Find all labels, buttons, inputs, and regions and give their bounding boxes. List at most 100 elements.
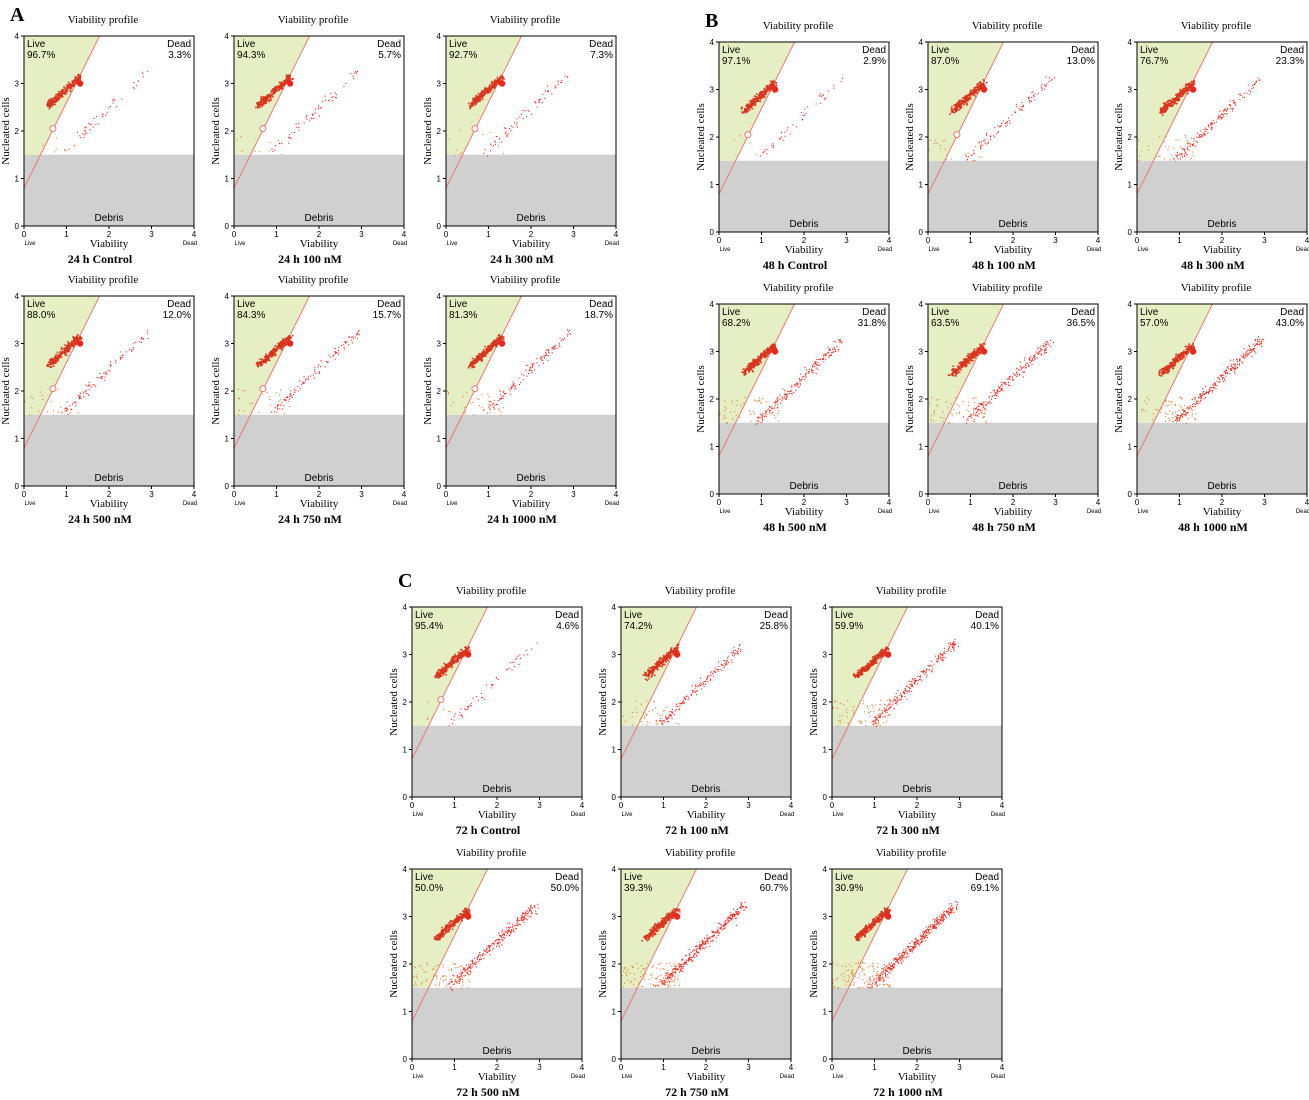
x-tick-label: 4 — [1096, 498, 1101, 507]
x-end-label-dead: Dead — [1087, 247, 1101, 253]
live-label: Live — [624, 872, 643, 883]
live-label: Live — [449, 299, 468, 310]
y-tick-label: 3 — [225, 340, 230, 349]
dead-label: Dead — [555, 610, 579, 621]
y-tick-label: 2 — [823, 960, 828, 969]
plot-caption: 48 h 100 nM — [904, 258, 1104, 273]
dead-percent: 4.6% — [556, 621, 579, 632]
live-label: Live — [722, 307, 741, 318]
live-label: Live — [931, 307, 950, 318]
gate-marker-filled — [981, 86, 987, 92]
gate-marker-filled — [1190, 348, 1196, 354]
y-tick-label: 4 — [225, 32, 230, 41]
dead-percent: 2.9% — [863, 56, 886, 67]
x-tick-label: 3 — [1262, 236, 1267, 245]
debris-label: Debris — [305, 473, 334, 484]
x-end-label-dead: Dead — [780, 812, 794, 818]
dead-percent: 43.0% — [1276, 318, 1304, 329]
plot-caption: 48 h 1000 nM — [1113, 520, 1309, 535]
live-label: Live — [415, 872, 434, 883]
y-tick-label: 2 — [823, 698, 828, 707]
y-tick-label: 3 — [823, 913, 828, 922]
x-axis-label: Viability — [512, 238, 551, 250]
y-tick-label: 3 — [15, 80, 20, 89]
plot-caption: 48 h 750 nM — [904, 520, 1104, 535]
y-axis-label: Nucleated cells — [808, 930, 820, 998]
y-tick-label: 4 — [823, 865, 828, 874]
x-axis-label: Viability — [687, 809, 726, 821]
x-tick-label: 1 — [486, 230, 491, 239]
x-tick-label: 3 — [844, 236, 849, 245]
x-tick-label: 0 — [619, 801, 624, 810]
y-axis-label: Nucleated cells — [0, 97, 12, 165]
y-tick-label: 0 — [710, 490, 715, 499]
debris-label: Debris — [903, 784, 932, 795]
x-tick-label: 1 — [274, 490, 279, 499]
y-tick-label: 2 — [1128, 133, 1133, 142]
x-tick-label: 3 — [746, 1063, 751, 1072]
x-axis-label: Viability — [994, 506, 1033, 518]
y-tick-label: 4 — [710, 38, 715, 47]
gate-marker-filled — [77, 340, 83, 346]
y-tick-label: 1 — [710, 181, 715, 190]
x-tick-label: 4 — [192, 230, 197, 239]
y-tick-label: 2 — [710, 395, 715, 404]
y-tick-label: 0 — [823, 1055, 828, 1064]
y-tick-label: 2 — [1128, 395, 1133, 404]
x-tick-label: 4 — [614, 490, 619, 499]
x-tick-label: 4 — [192, 490, 197, 499]
x-tick-label: 4 — [789, 801, 794, 810]
x-tick-label: 0 — [22, 230, 27, 239]
y-tick-label: 4 — [919, 300, 924, 309]
y-tick-label: 2 — [15, 127, 20, 136]
x-end-label-live: Live — [446, 241, 458, 247]
x-end-label-dead: Dead — [878, 247, 892, 253]
x-tick-label: 4 — [580, 801, 585, 810]
dead-label: Dead — [862, 307, 886, 318]
live-percent: 88.0% — [27, 310, 55, 321]
y-tick-label: 2 — [919, 395, 924, 404]
live-percent: 76.7% — [1140, 56, 1168, 67]
debris-label: Debris — [95, 213, 124, 224]
y-axis-label: Nucleated cells — [904, 103, 916, 171]
y-tick-label: 4 — [1128, 38, 1133, 47]
x-axis-label: Viability — [300, 498, 339, 510]
y-tick-label: 3 — [710, 348, 715, 357]
x-tick-label: 4 — [402, 490, 407, 499]
x-end-label-dead: Dead — [571, 1074, 585, 1080]
debris-label: Debris — [517, 473, 546, 484]
x-tick-label: 0 — [232, 490, 237, 499]
y-tick-label: 0 — [403, 1055, 408, 1064]
x-tick-label: 3 — [746, 801, 751, 810]
x-end-label-dead: Dead — [991, 812, 1005, 818]
dead-label: Dead — [1280, 307, 1304, 318]
x-tick-label: 0 — [444, 230, 449, 239]
x-axis-label: Viability — [90, 498, 129, 510]
y-tick-label: 3 — [225, 80, 230, 89]
plot-caption: 24 h 1000 nM — [422, 512, 622, 527]
y-axis-label: Nucleated cells — [422, 357, 434, 425]
y-tick-label: 2 — [15, 387, 20, 396]
live-label: Live — [27, 299, 46, 310]
y-tick-label: 1 — [612, 746, 617, 755]
y-tick-label: 1 — [919, 443, 924, 452]
y-tick-label: 1 — [403, 1008, 408, 1017]
x-tick-label: 1 — [661, 1063, 666, 1072]
y-tick-label: 0 — [710, 228, 715, 237]
y-tick-label: 1 — [823, 746, 828, 755]
x-axis-label: Viability — [785, 244, 824, 256]
y-tick-label: 4 — [437, 292, 442, 301]
x-tick-label: 1 — [872, 1063, 877, 1072]
y-tick-label: 0 — [919, 228, 924, 237]
plot-caption: 72 h 300 nM — [808, 823, 1008, 838]
y-axis-label: Nucleated cells — [388, 668, 400, 736]
y-tick-label: 1 — [15, 435, 20, 444]
plot-caption: 24 h 500 nM — [0, 512, 200, 527]
